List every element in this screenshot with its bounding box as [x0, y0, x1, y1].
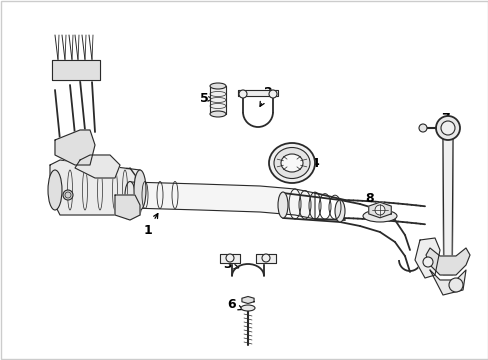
- Polygon shape: [256, 254, 275, 263]
- Ellipse shape: [418, 124, 426, 132]
- Text: 1: 1: [143, 213, 158, 237]
- Ellipse shape: [209, 111, 225, 117]
- Ellipse shape: [435, 116, 459, 140]
- Ellipse shape: [134, 170, 146, 210]
- Circle shape: [422, 257, 432, 267]
- Circle shape: [448, 278, 462, 292]
- Ellipse shape: [241, 305, 254, 311]
- Ellipse shape: [362, 210, 396, 222]
- Polygon shape: [115, 195, 140, 220]
- Ellipse shape: [440, 121, 454, 135]
- Circle shape: [262, 254, 269, 262]
- Circle shape: [63, 190, 73, 200]
- Ellipse shape: [268, 143, 314, 183]
- Polygon shape: [425, 248, 469, 275]
- Polygon shape: [442, 135, 452, 275]
- Polygon shape: [238, 90, 278, 96]
- Ellipse shape: [273, 148, 309, 179]
- Ellipse shape: [209, 83, 225, 89]
- Ellipse shape: [334, 200, 345, 222]
- Polygon shape: [55, 130, 95, 165]
- Text: 5: 5: [199, 91, 213, 104]
- Polygon shape: [130, 182, 314, 219]
- Polygon shape: [50, 160, 145, 215]
- Polygon shape: [75, 155, 120, 178]
- Text: 6: 6: [227, 298, 242, 311]
- Text: 4: 4: [304, 157, 319, 170]
- Text: 7: 7: [440, 112, 448, 127]
- Ellipse shape: [278, 192, 287, 218]
- Text: 2: 2: [260, 86, 272, 106]
- Polygon shape: [209, 86, 225, 114]
- Polygon shape: [52, 60, 100, 80]
- Polygon shape: [429, 270, 465, 295]
- Polygon shape: [220, 254, 240, 263]
- Polygon shape: [414, 238, 439, 278]
- Circle shape: [225, 254, 234, 262]
- Circle shape: [268, 90, 276, 98]
- Ellipse shape: [125, 181, 135, 208]
- Text: 8: 8: [365, 192, 379, 209]
- Circle shape: [374, 205, 384, 215]
- Polygon shape: [368, 202, 390, 218]
- Ellipse shape: [281, 154, 303, 172]
- Text: 3: 3: [223, 258, 238, 271]
- Polygon shape: [242, 297, 254, 303]
- Ellipse shape: [48, 170, 62, 210]
- Circle shape: [239, 90, 246, 98]
